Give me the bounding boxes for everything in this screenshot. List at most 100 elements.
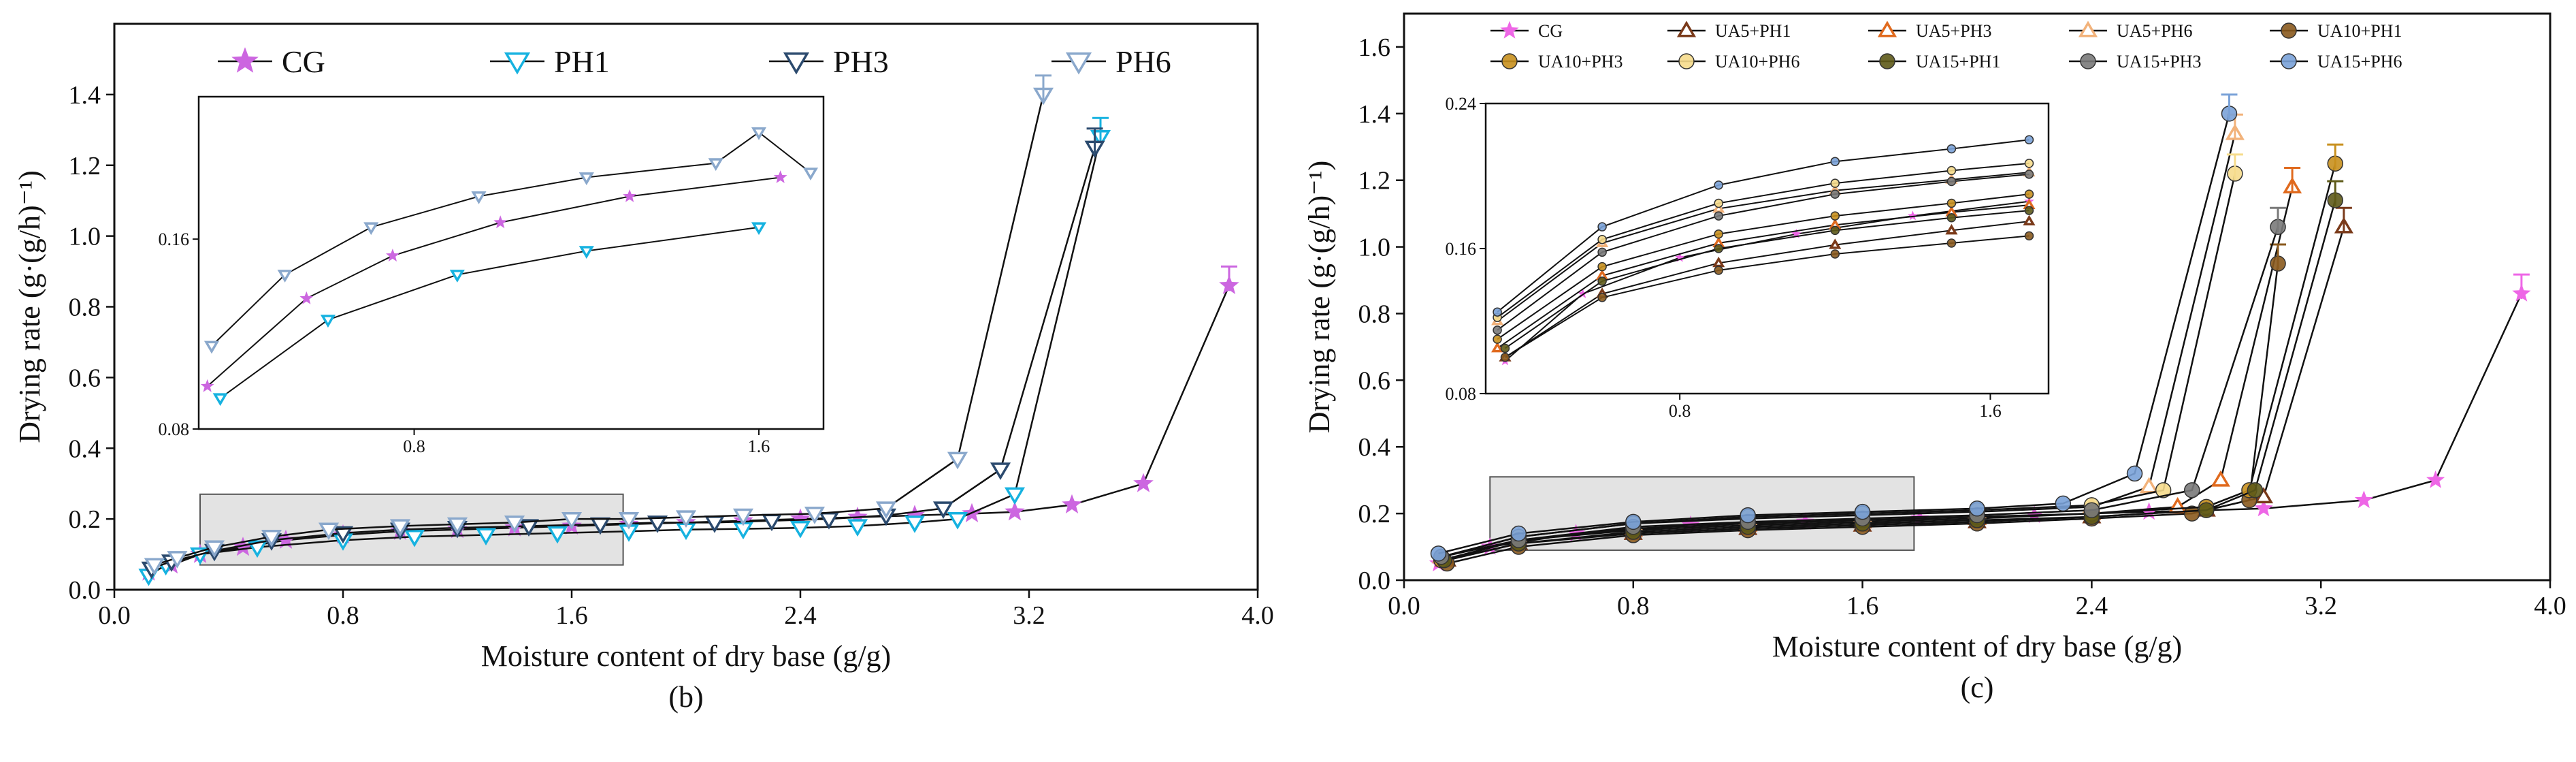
data-point-ph6 [732, 508, 754, 526]
inset-point-ph1 [449, 270, 465, 283]
inset-x-tick-label: 1.6 [748, 436, 770, 456]
inset-series-ua10-ph6 [1493, 159, 2034, 322]
data-point-cg [1567, 524, 1586, 542]
data-point-ua15-ph3 [2083, 502, 2100, 518]
series-ph6 [144, 74, 1054, 576]
x-tick-label: 1.6 [1846, 592, 1879, 620]
inset-line-ua15-ph1 [1504, 210, 2029, 349]
inset-point-cg [200, 379, 214, 392]
y-tick-label: 0.2 [1358, 500, 1391, 528]
panel-label: (c) [1961, 671, 1994, 704]
inset-point-ua10-ph3 [2024, 189, 2034, 199]
inset-point-ph6 [471, 191, 487, 204]
inset-series-cg [200, 170, 787, 392]
inset-point-cg [773, 170, 787, 183]
panel-label: (b) [668, 680, 703, 714]
data-point-ua15-ph6 [1969, 501, 1985, 517]
inset-point-ph6 [363, 222, 379, 236]
data-point-ph1 [404, 529, 425, 547]
data-point-ph3 [761, 513, 783, 532]
legend-label: PH3 [833, 44, 889, 79]
inset-series-ph6 [203, 127, 819, 354]
inset-point-ua15-ph6 [1946, 144, 1957, 154]
data-point-ua15-ph6 [2126, 465, 2143, 482]
inset-point-cg [1791, 228, 1801, 238]
inset-point-ph6 [708, 158, 723, 172]
inset-point-ph1 [320, 315, 336, 328]
data-point-ua15-ph6 [1854, 503, 1871, 520]
y-tick-label: 0.6 [69, 364, 101, 392]
inset-series-ua10-ph3 [1493, 189, 2034, 344]
inset-x-tick-label: 1.6 [1979, 401, 2002, 421]
y-tick-label: 1.4 [69, 81, 101, 110]
series-line-ph6 [154, 94, 1045, 566]
legend-marker-ua15-ph1 [1879, 53, 1895, 69]
x-tick-label: 0.8 [1617, 592, 1650, 620]
legend-marker-cg [231, 47, 259, 73]
legend-marker-ua5-ph3 [1877, 20, 1897, 37]
data-point-cg [1005, 501, 1025, 521]
inset-chart: 0.8 1.6 0.08 0.16 0.24 [1446, 94, 2050, 421]
inset-point-ph6 [203, 340, 220, 354]
inset-point-ua10-ph1 [1946, 238, 1957, 248]
x-axis-label: Moisture content of dry base (g/g) [481, 639, 891, 673]
inset-point-ua10-ph1 [1500, 353, 1510, 362]
inset-point-ua10-ph6 [1946, 165, 1957, 176]
data-point-ph1 [1004, 487, 1026, 505]
legend-marker-ua15-ph6 [2281, 53, 2297, 69]
x-tick-label: 4.0 [2534, 592, 2566, 620]
data-point-cg [904, 505, 925, 524]
inset-point-ua10-ph6 [2024, 159, 2034, 168]
data-point-ph6 [804, 507, 826, 524]
y-axis-label: Drying rate (g·(g/h)⁻¹) [13, 170, 46, 443]
inset-point-ua5-ph1 [2023, 215, 2036, 226]
data-point-ph1 [547, 526, 568, 544]
inset-y-tick-label: 0.08 [159, 419, 190, 439]
data-point-ua15-ph6 [1430, 545, 1447, 562]
legend: CG UA5+PH1 UA5+PH3 UA5+PH6 UA10+PH1 UA10+PH3 U… [1490, 20, 2402, 72]
x-tick-label: 2.4 [784, 601, 817, 630]
data-point-ph1 [475, 528, 497, 545]
inset-series-ua15-ph6 [1493, 135, 2034, 317]
data-point-cg [1133, 473, 1154, 492]
inset-point-ph6 [277, 270, 293, 283]
inset-series-ua10-ph1 [1500, 231, 2034, 362]
inset-point-ua15-ph3 [2024, 170, 2034, 179]
y-axis-label: Drying rate (g·(g/h)⁻¹) [1303, 161, 1336, 434]
data-point-cg [790, 508, 811, 528]
y-tick-label: 1.4 [1358, 100, 1391, 129]
inset-y-tick-label: 0.08 [1446, 384, 1477, 404]
inset-point-cg [386, 249, 400, 261]
inset-line-ua10-ph3 [1497, 193, 2029, 340]
inset-point-ua15-ph1 [1597, 276, 1607, 286]
inset-point-ua10-ph3 [1714, 229, 1723, 239]
y-tick-label: 1.0 [69, 223, 101, 251]
inset-y-tick-label: 0.16 [159, 229, 190, 249]
data-point-ph3 [647, 515, 668, 533]
legend-label: UA10+PH3 [1538, 52, 1623, 72]
data-point-ph1 [789, 520, 811, 539]
x-axis-label: Moisture content of dry base (g/g) [1772, 630, 2182, 663]
inset-series-ph1 [212, 222, 767, 407]
x-tick-label: 0.8 [327, 601, 359, 630]
legend-marker-ua10-ph6 [1678, 53, 1695, 69]
inset-point-ua10-ph1 [2024, 231, 2034, 241]
y-tick-label: 0.2 [69, 505, 101, 534]
legend-marker-ua5-ph1 [1676, 20, 1697, 37]
inset-point-ua15-ph6 [2024, 135, 2034, 144]
inset-point-ua15-ph3 [1946, 176, 1957, 187]
data-point-ph6 [618, 511, 640, 530]
inset-point-ua15-ph6 [1493, 307, 1502, 317]
inset-y-tick-label: 0.24 [1446, 94, 1477, 114]
inset-line-ph6 [211, 131, 811, 347]
inset-point-ua5-ph1 [1945, 223, 1958, 235]
data-point-ua15-ph6 [1510, 525, 1527, 542]
y-tick-label: 1.2 [69, 152, 101, 180]
inset-x-tick-label: 0.8 [403, 436, 425, 456]
data-point-ph6 [561, 511, 583, 530]
y-tick-label: 0.4 [1358, 433, 1391, 462]
y-tick-label: 1.0 [1358, 234, 1391, 262]
series-ua15-ph6 [1430, 93, 2238, 562]
data-point-ua5-ph3 [2211, 470, 2230, 487]
inset-point-ph6 [751, 127, 767, 140]
